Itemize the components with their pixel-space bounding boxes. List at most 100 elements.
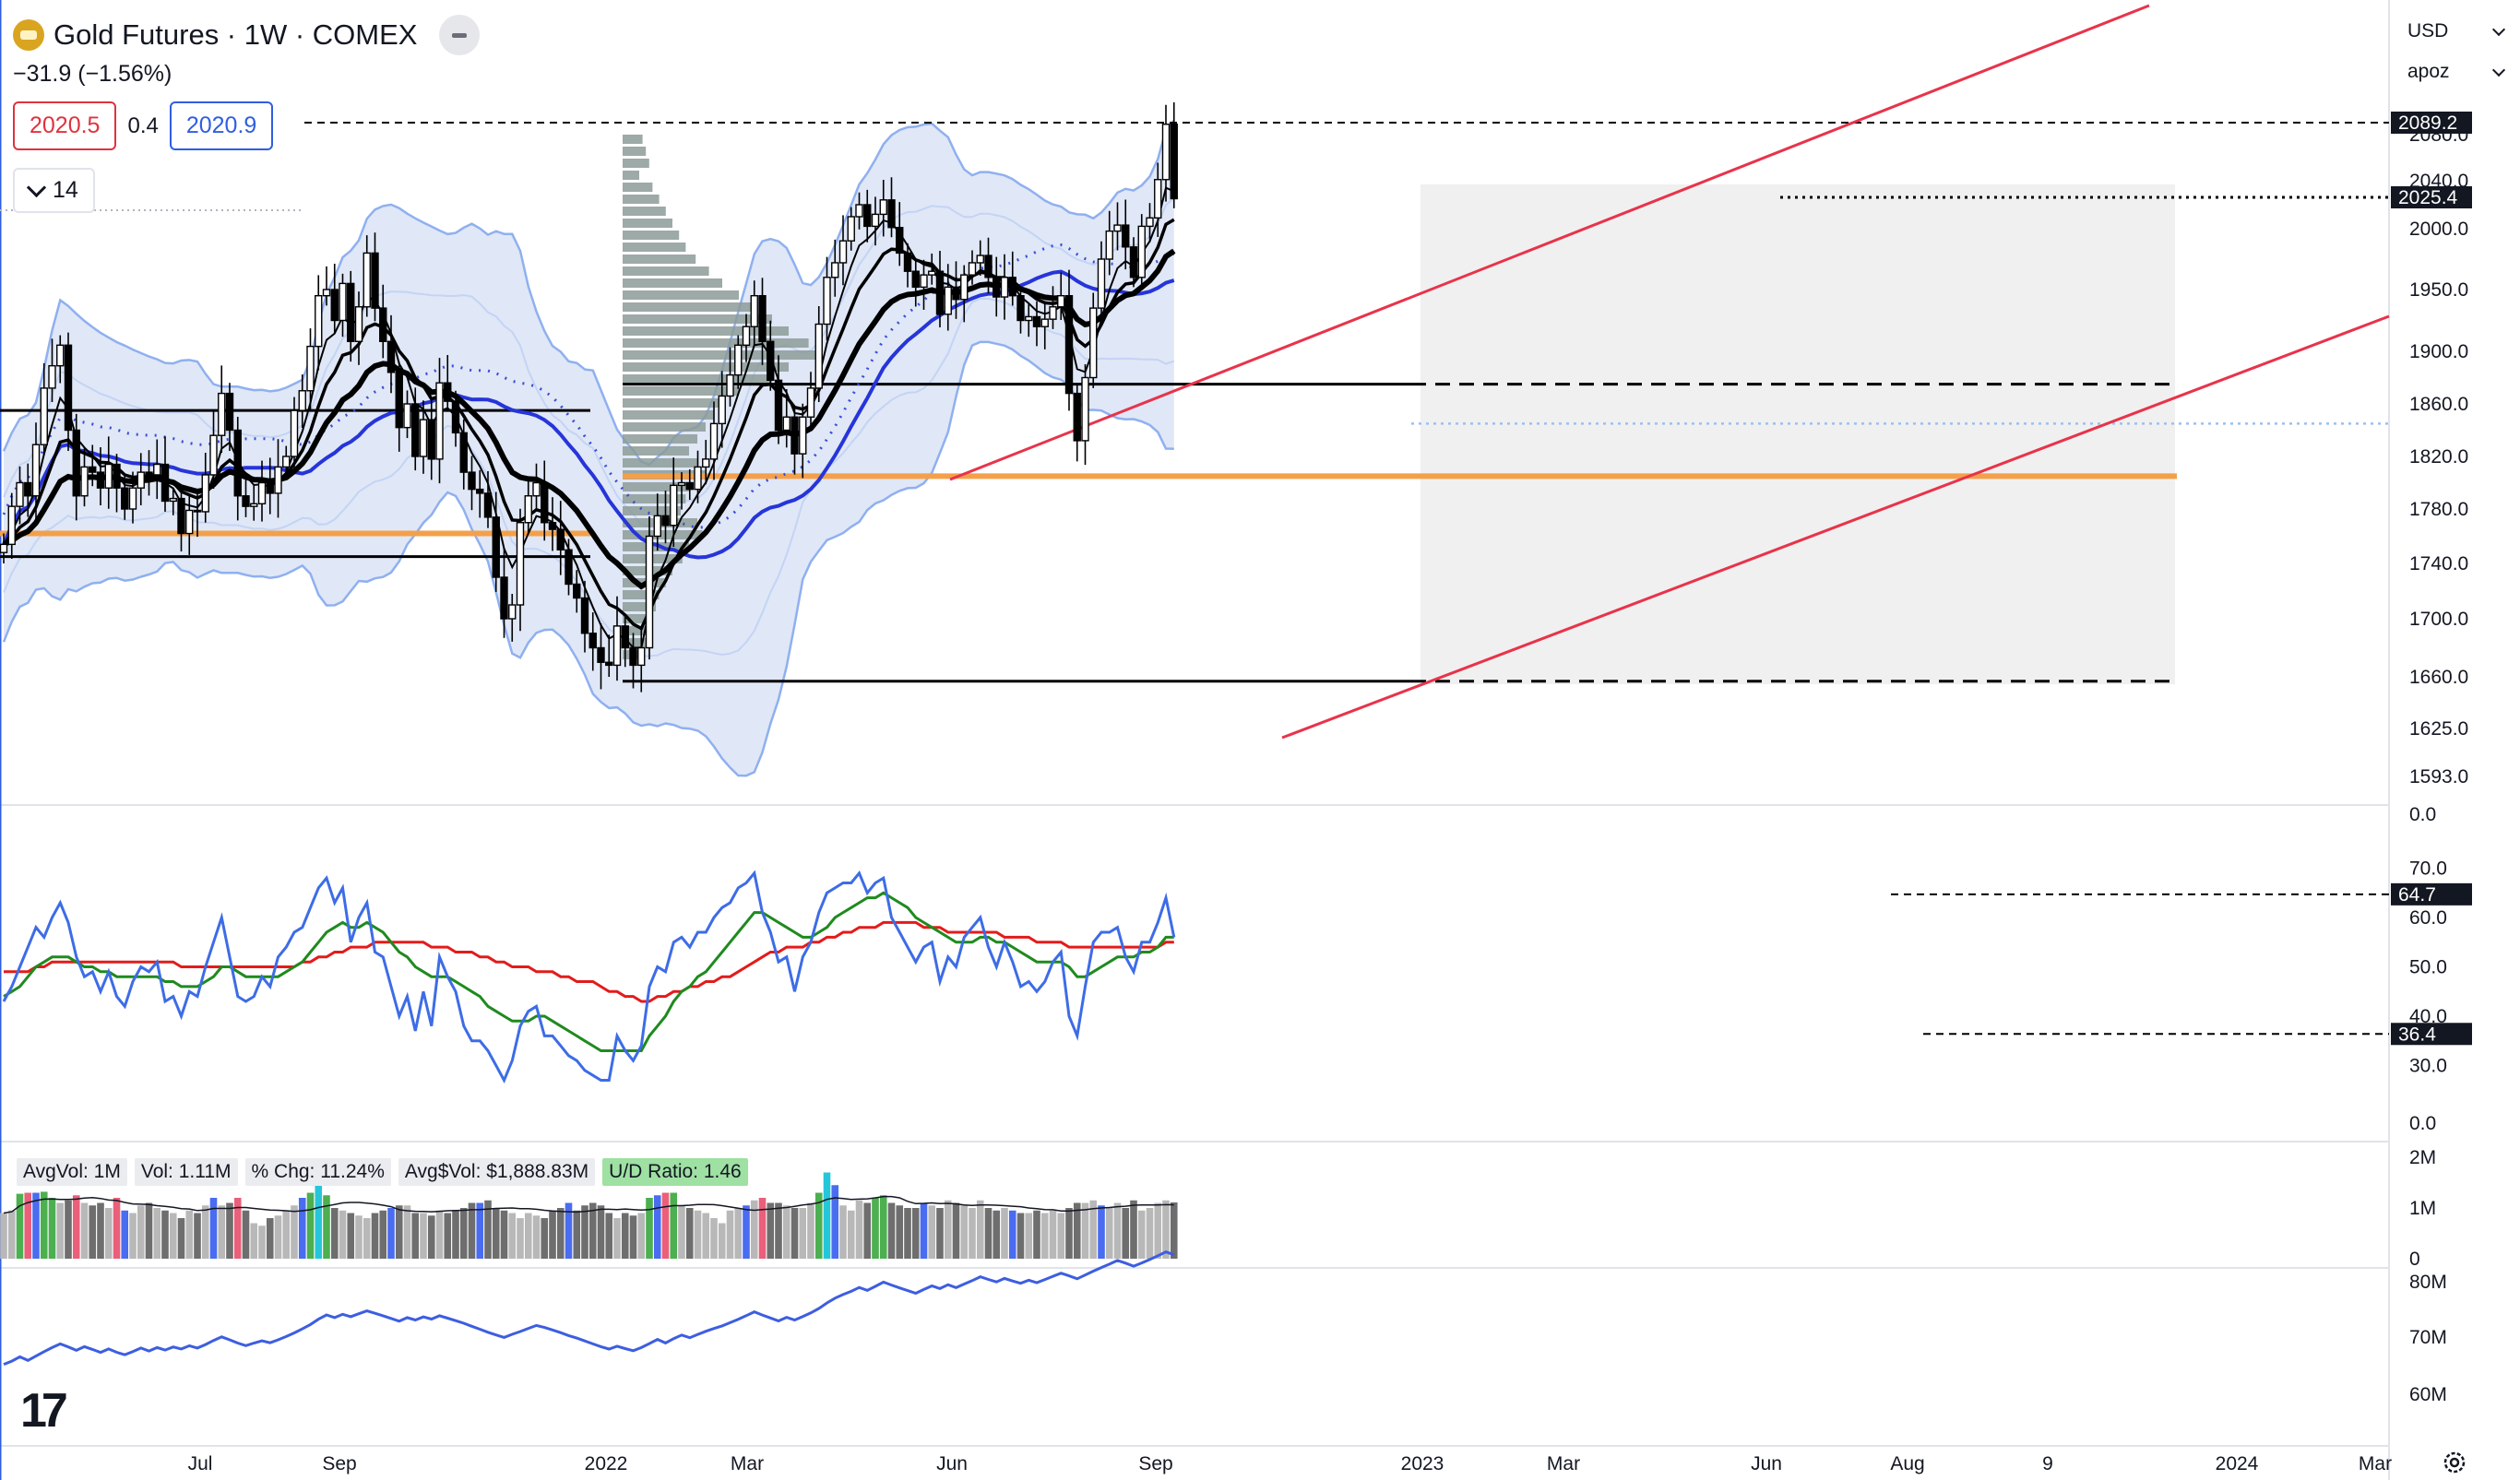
zero-tick-label: 0.0 bbox=[2409, 804, 2436, 825]
candle-down bbox=[605, 661, 613, 667]
volume-bar bbox=[960, 1205, 969, 1259]
volume-bar bbox=[549, 1210, 556, 1259]
candle-down bbox=[411, 403, 420, 457]
volume-profile-bar bbox=[623, 374, 772, 384]
volume-bar bbox=[1016, 1213, 1025, 1259]
candle-up bbox=[298, 390, 306, 411]
volume-bar bbox=[670, 1192, 678, 1259]
candle-down bbox=[459, 432, 468, 473]
volume-bar bbox=[161, 1210, 169, 1259]
volume-bar bbox=[1049, 1210, 1057, 1259]
chevron-down-icon bbox=[2491, 63, 2506, 77]
price-tick-label: 1740.0 bbox=[2409, 553, 2468, 574]
volume-bar bbox=[904, 1208, 911, 1259]
volume-bar bbox=[782, 1205, 790, 1259]
volume-bar bbox=[7, 1210, 16, 1259]
chevron-down-icon bbox=[26, 177, 47, 198]
candle-up bbox=[169, 497, 177, 503]
pct-chg-chip: % Chg: 11.24% bbox=[244, 1158, 391, 1186]
candle-down bbox=[767, 340, 775, 382]
volume-bar bbox=[726, 1210, 734, 1259]
volume-bar bbox=[896, 1205, 904, 1259]
sell-price-button[interactable]: 2020.5 bbox=[13, 101, 117, 150]
indicators-count: 14 bbox=[53, 177, 78, 203]
candle-up bbox=[40, 387, 48, 445]
volume-profile-bar bbox=[623, 159, 649, 168]
buy-price-button[interactable]: 2020.9 bbox=[169, 101, 274, 150]
candle-up bbox=[218, 392, 226, 436]
price-tick-label: 1625.0 bbox=[2409, 718, 2468, 740]
candle-up bbox=[1105, 230, 1113, 260]
volume-bar bbox=[920, 1202, 928, 1259]
candle-down bbox=[790, 416, 799, 455]
volume-bar bbox=[750, 1200, 758, 1259]
candle-up bbox=[709, 422, 719, 460]
volume-profile-bar bbox=[623, 219, 672, 228]
volume-profile-bar bbox=[623, 183, 653, 192]
volume-bar bbox=[97, 1202, 104, 1259]
symbol-legend[interactable]: Gold Futures · 1W · COMEX bbox=[13, 13, 481, 57]
avg-dollar-vol-chip: Avg$Vol: $1,888.83M bbox=[398, 1158, 596, 1186]
candle-down bbox=[160, 463, 170, 503]
volume-bar bbox=[218, 1205, 226, 1259]
candle-down bbox=[661, 515, 670, 527]
volume-bar bbox=[1040, 1213, 1049, 1259]
volume-bar bbox=[799, 1208, 807, 1259]
last-price-tag: 2025.4 bbox=[2398, 187, 2458, 208]
gear-icon[interactable] bbox=[2441, 1449, 2468, 1476]
collapse-legend-button[interactable] bbox=[439, 15, 481, 55]
volume-profile-bar bbox=[623, 350, 822, 360]
rsi-low-tag-bg bbox=[2391, 1023, 2472, 1046]
candle-up bbox=[354, 306, 363, 342]
indicators-toggle-button[interactable]: 14 bbox=[13, 168, 95, 213]
candle-up bbox=[185, 509, 194, 535]
candle-up bbox=[339, 282, 347, 322]
volume-bar bbox=[0, 1213, 7, 1259]
candle-up bbox=[823, 277, 831, 326]
volume-bar bbox=[814, 1192, 823, 1259]
vol-chip: Vol: 1.11M bbox=[134, 1158, 238, 1186]
volume-bar bbox=[56, 1202, 65, 1259]
candle-up bbox=[315, 295, 323, 348]
candle-up bbox=[612, 625, 622, 667]
currency-selector[interactable]: USD bbox=[2398, 11, 2513, 52]
volume-bar bbox=[89, 1205, 97, 1259]
volume-bar bbox=[274, 1215, 282, 1259]
high-price-tag: 2089.2 bbox=[2398, 112, 2457, 134]
volume-profile-bar bbox=[623, 590, 660, 599]
volume-bar bbox=[1081, 1202, 1089, 1259]
candle-down bbox=[1073, 392, 1081, 442]
volume-profile-bar bbox=[623, 614, 653, 623]
candle-down bbox=[330, 289, 339, 322]
candle-up bbox=[871, 213, 880, 228]
volume-bar bbox=[65, 1200, 72, 1259]
candle-up bbox=[1025, 315, 1033, 322]
candle-down bbox=[492, 516, 500, 578]
volume-bar bbox=[291, 1205, 298, 1259]
candle-up bbox=[209, 434, 218, 476]
candle-up bbox=[677, 481, 686, 487]
volume-bar bbox=[129, 1213, 137, 1259]
candle-down bbox=[548, 522, 557, 530]
volume-bar bbox=[936, 1208, 944, 1259]
candle-up bbox=[16, 481, 24, 507]
volume-bar bbox=[282, 1210, 291, 1259]
volume-bar bbox=[48, 1198, 56, 1259]
ma-thick-black-line bbox=[2, 248, 1176, 590]
candle-down bbox=[1170, 124, 1178, 200]
candle-up bbox=[250, 503, 258, 507]
volume-bar bbox=[209, 1198, 218, 1259]
candle-down bbox=[903, 252, 912, 272]
time-tick-label: 2023 bbox=[1401, 1453, 1444, 1474]
scale-mode-selector[interactable]: apoz bbox=[2398, 52, 2513, 92]
candle-up bbox=[928, 270, 936, 276]
candle-up bbox=[363, 252, 371, 308]
volume-bar bbox=[476, 1202, 484, 1259]
spread-value: 0.4 bbox=[127, 112, 159, 138]
candle-up bbox=[322, 289, 331, 297]
volume-bar bbox=[653, 1195, 661, 1259]
price-tick-label: 1660.0 bbox=[2409, 667, 2468, 688]
rsi-line bbox=[2, 870, 1176, 1083]
tradingview-logo-icon[interactable]: 17 bbox=[20, 1384, 68, 1438]
